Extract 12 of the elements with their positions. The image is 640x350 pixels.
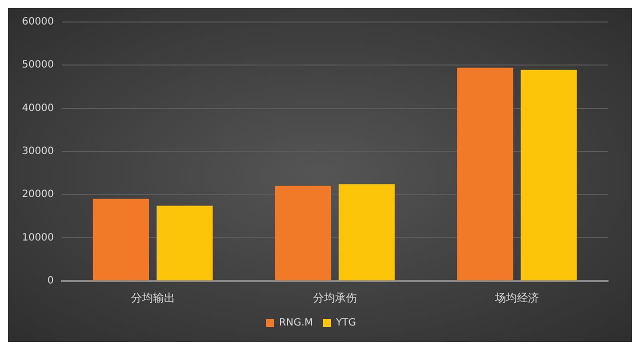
legend-label: YTG [335,318,356,329]
x-tick-label: 分均输出 [130,291,175,304]
x-tick-label: 场均经济 [494,291,539,304]
legend-label: RNG.M [279,318,314,329]
y-tick-label: 0 [47,275,54,286]
y-tick-label: 40000 [22,102,54,114]
y-tick-label: 30000 [22,146,54,157]
y-tick-label: 50000 [22,60,54,71]
y-tick-label: 60000 [22,16,54,28]
x-tick-label: 分均承伤 [312,291,357,304]
y-tick-label: 20000 [22,189,54,200]
y-tick-label: 10000 [22,232,54,244]
